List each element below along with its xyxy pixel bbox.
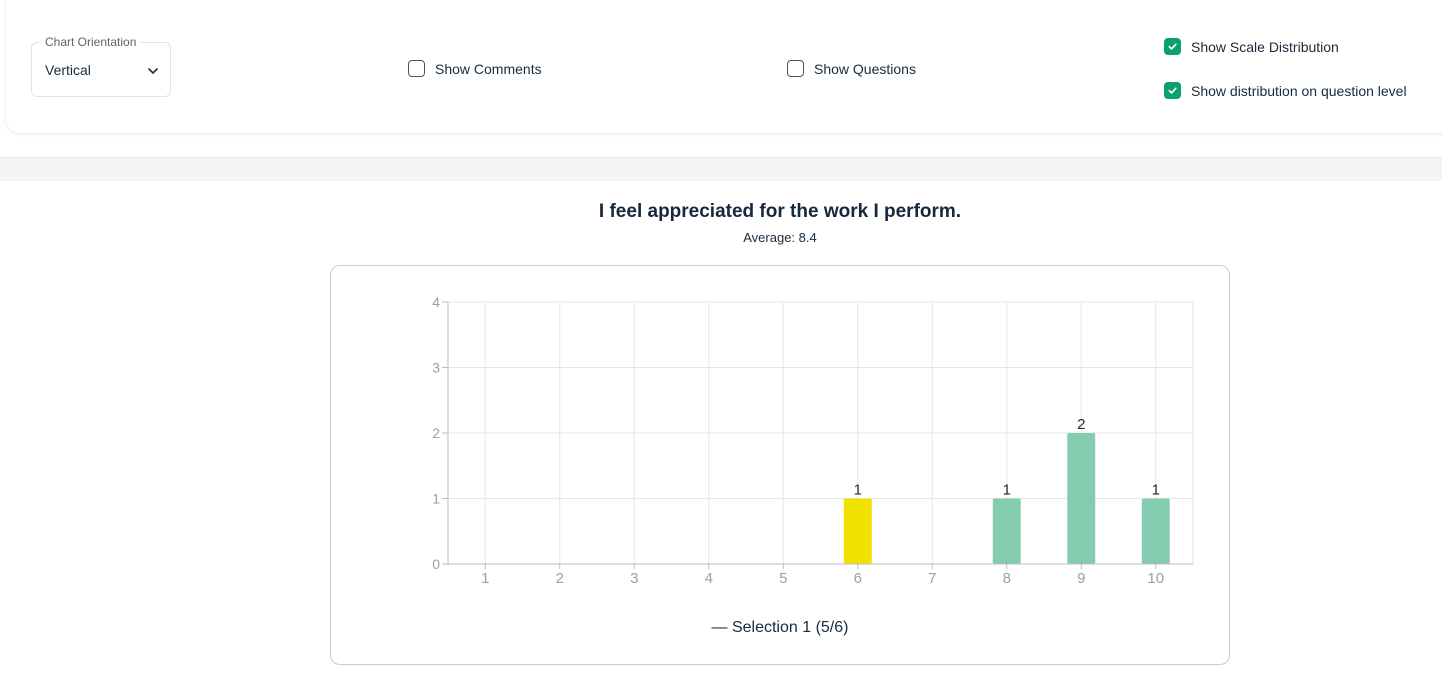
- checkbox-checked-icon[interactable]: [1164, 38, 1181, 55]
- checkbox-checked-icon[interactable]: [1164, 82, 1181, 99]
- bar-chart: 0 1 2 3 4 1 1 2 1 1 2 3 4 5 6 7 8 9 10 — Selection 1 (5/6): [432, 294, 1194, 636]
- x-tick-label: 3: [630, 570, 638, 587]
- bar: [843, 498, 872, 564]
- x-tick-label: 8: [1003, 570, 1011, 587]
- y-tick-label: 4: [432, 294, 440, 310]
- checkbox-unchecked-icon[interactable]: [787, 60, 804, 77]
- bar: [1067, 433, 1096, 564]
- show-distribution-question-level-label: Show distribution on question level: [1191, 82, 1407, 99]
- show-comments-checkbox[interactable]: Show Comments: [408, 60, 542, 77]
- question-average: Average: 8.4: [743, 230, 817, 245]
- filter-panel: [6, 0, 1442, 133]
- show-scale-distribution-checkbox[interactable]: Show Scale Distribution: [1164, 38, 1339, 55]
- show-scale-distribution-label: Show Scale Distribution: [1191, 38, 1339, 55]
- show-questions-label: Show Questions: [814, 60, 916, 77]
- y-tick-label: 2: [432, 425, 440, 441]
- bar-data-label: 1: [1152, 482, 1160, 499]
- chart-card: 0 1 2 3 4 1 1 2 1 1 2 3 4 5 6 7 8 9 10 — Selection 1 (5/6): [330, 265, 1230, 665]
- x-tick-label: 2: [556, 570, 564, 587]
- y-tick-label: 3: [432, 360, 440, 376]
- show-comments-label: Show Comments: [435, 60, 542, 77]
- question-title: I feel appreciated for the work I perfor…: [598, 201, 962, 222]
- section-divider: [0, 157, 1442, 181]
- chevron-down-icon: [148, 68, 158, 74]
- bar: [1141, 498, 1170, 564]
- bar-data-label: 2: [1077, 416, 1085, 433]
- x-tick-label: 7: [928, 570, 936, 587]
- bar-data-label: 1: [854, 482, 862, 499]
- x-tick-label: 6: [854, 570, 862, 587]
- chart-orientation-value: Vertical: [45, 62, 91, 78]
- x-tick-label: 5: [779, 570, 787, 587]
- show-distribution-question-level-checkbox[interactable]: Show distribution on question level: [1164, 82, 1407, 99]
- chart-orientation-label: Chart Orientation: [41, 35, 141, 49]
- bar: [992, 498, 1021, 564]
- x-tick-label: 4: [705, 570, 713, 587]
- checkbox-unchecked-icon[interactable]: [408, 60, 425, 77]
- chart-legend: — Selection 1 (5/6): [712, 619, 849, 636]
- x-tick-label: 9: [1077, 570, 1085, 587]
- y-tick-label: 0: [432, 556, 440, 572]
- bar-data-label: 1: [1003, 482, 1011, 499]
- y-tick-label: 1: [432, 491, 440, 507]
- x-tick-label: 10: [1147, 570, 1164, 587]
- show-questions-checkbox[interactable]: Show Questions: [787, 60, 916, 77]
- x-tick-label: 1: [481, 570, 489, 587]
- chart-orientation-select[interactable]: Chart Orientation Vertical: [31, 35, 171, 97]
